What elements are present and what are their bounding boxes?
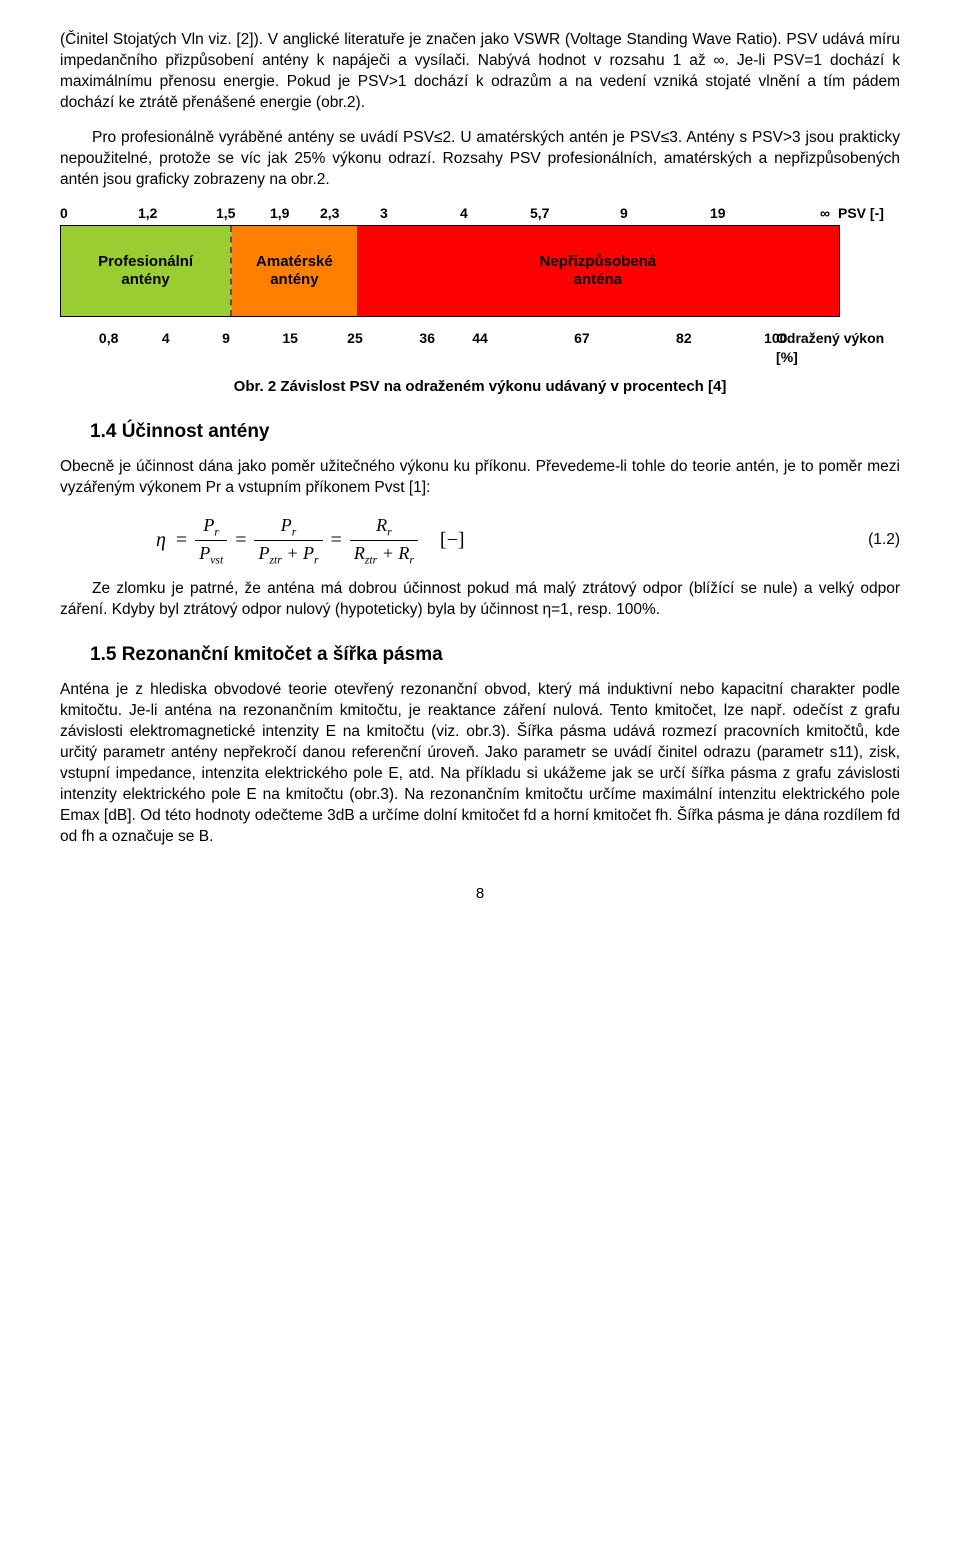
- paragraph-1: (Činitel Stojatých Vln viz. [2]). V angl…: [60, 30, 900, 114]
- psv-segment: Profesionálníantény: [61, 226, 232, 316]
- paragraph-3: Obecně je účinnost dána jako poměr užite…: [60, 457, 900, 499]
- psv-segment: Amatérskéantény: [232, 226, 356, 316]
- heading-1-5: 1.5 Rezonanční kmitočet a šířka pásma: [90, 642, 900, 668]
- paragraph-2: Pro profesionálně vyráběné antény se uvá…: [60, 128, 900, 191]
- paragraph-5: Anténa je z hlediska obvodové teorie ote…: [60, 680, 900, 847]
- eq-eta: η: [156, 527, 166, 554]
- eq-unit: [−]: [440, 527, 465, 554]
- eq-number: (1.2): [868, 530, 900, 551]
- figure-caption: Obr. 2 Závislost PSV na odraženém výkonu…: [60, 377, 900, 397]
- heading-1-4: 1.4 Účinnost antény: [90, 419, 900, 445]
- paragraph-4: Ze zlomku je patrné, že anténa má dobrou…: [60, 579, 900, 621]
- psv-chart: 01,21,51,92,3345,7919∞PSV [-] Profesioná…: [60, 204, 900, 367]
- psv-top-scale: 01,21,51,92,3345,7919∞PSV [-]: [60, 204, 900, 223]
- caption-text: Obr. 2 Závislost PSV na odraženém výkonu…: [234, 378, 727, 395]
- psv-bottom-label: Odražený výkon [%]: [776, 329, 900, 367]
- equation-1-2: η = PrPvst = PrPztr + Pr = RrRztr + Rr […: [60, 513, 900, 569]
- psv-bottom-scale: 0,849152536446782100Odražený výkon [%]: [60, 329, 900, 367]
- psv-segment: Nepřizpůsobenáanténa: [357, 226, 839, 316]
- psv-top-label: PSV [-]: [838, 204, 884, 223]
- psv-bar: ProfesionálníantényAmatérskéantényNepřiz…: [60, 225, 840, 317]
- page-number: 8: [60, 884, 900, 904]
